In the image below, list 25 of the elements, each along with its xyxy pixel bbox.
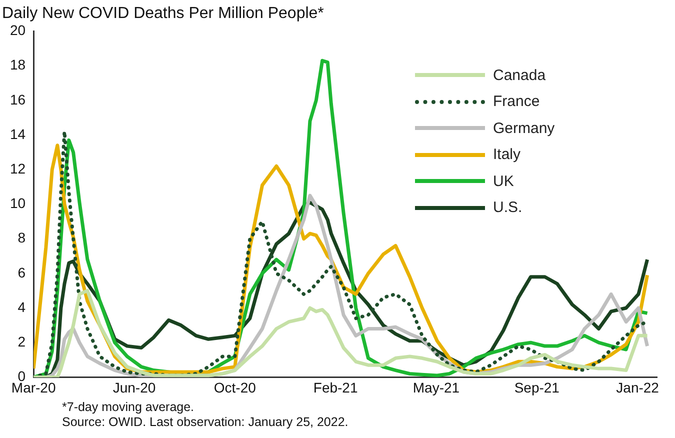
- text: *7-day moving average.: [62, 400, 196, 415]
- y-tick-label: 14: [10, 126, 26, 142]
- y-tick-label: 20: [10, 22, 26, 38]
- x-tick-label: Jan-22: [616, 379, 660, 396]
- y-tick-label: 12: [10, 160, 26, 176]
- legend-label: Italy: [493, 146, 521, 164]
- legend-label: UK: [493, 172, 514, 190]
- y-tick-label: 16: [10, 91, 26, 108]
- legend-label: Germany: [493, 120, 555, 137]
- source-note: Source: OWID. Last observation: January 25, 2022.: [62, 415, 348, 430]
- x-tick-label: Feb-21: [313, 379, 358, 396]
- y-tick-label: 18: [10, 56, 26, 73]
- x-tick-label: Jun-20: [112, 379, 156, 396]
- x-tick-label: Sep-21: [514, 379, 560, 396]
- y-tick-label: 2: [18, 333, 26, 350]
- x-tick-label: May-21: [412, 379, 460, 396]
- legend-label: Canada: [493, 66, 546, 84]
- legend-label: U.S.: [493, 199, 522, 216]
- y-tick-label: 10: [10, 195, 26, 212]
- chart-title: Daily New COVID Deaths Per Million People*: [2, 5, 324, 22]
- legend-label: France: [493, 93, 540, 110]
- x-tick-label: Oct-20: [214, 379, 256, 396]
- y-tick-label: 8: [18, 230, 26, 246]
- y-tick-label: 4: [18, 298, 26, 315]
- y-tick-label: 6: [18, 264, 26, 280]
